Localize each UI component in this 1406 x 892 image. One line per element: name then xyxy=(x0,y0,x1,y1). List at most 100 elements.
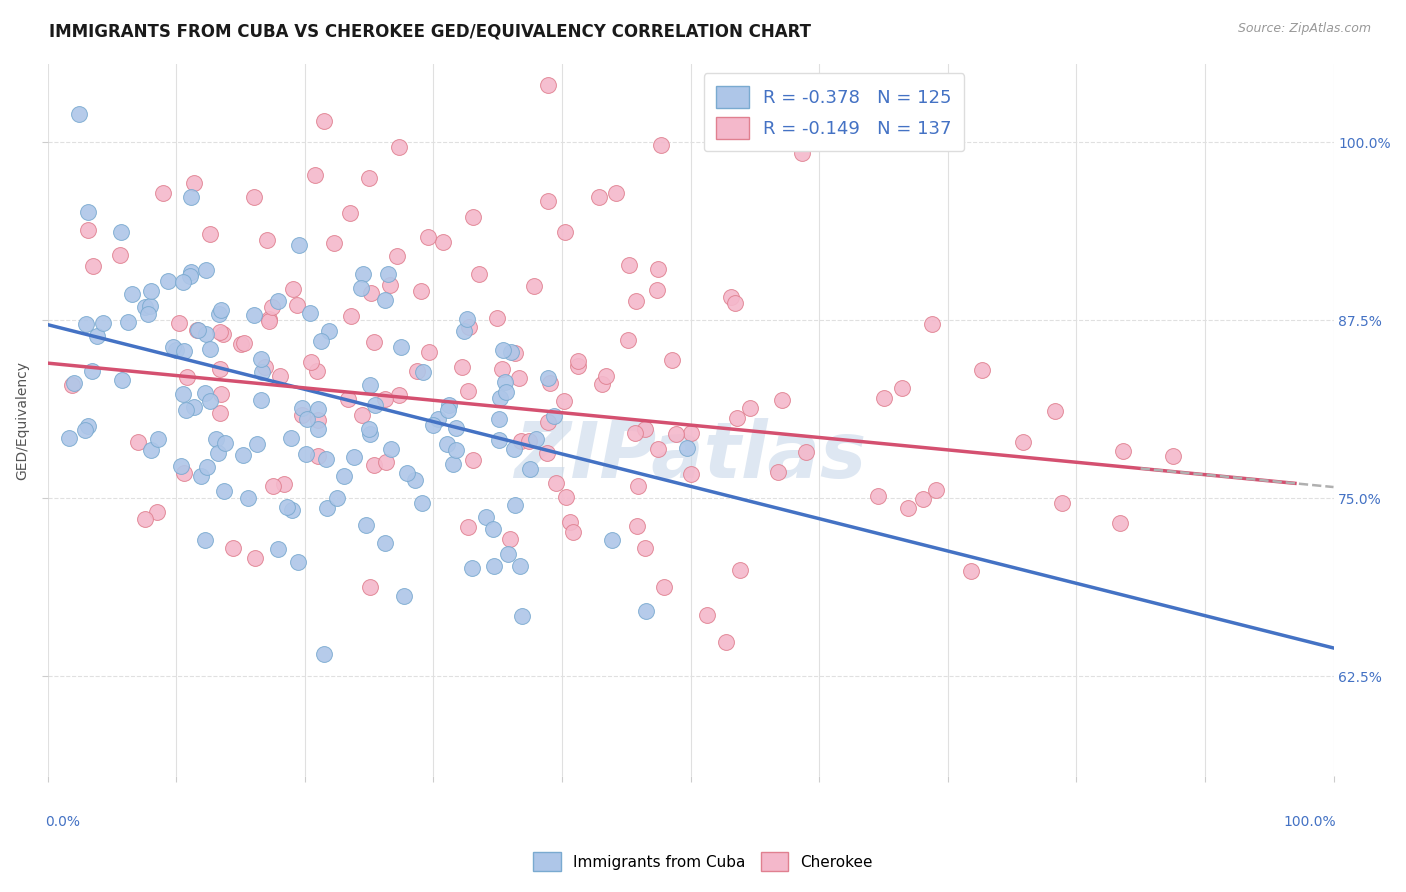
Point xyxy=(558,515,581,529)
Point xyxy=(352,408,374,422)
Point xyxy=(1043,403,1066,417)
Legend: Immigrants from Cuba, Cherokee: Immigrants from Cuba, Cherokee xyxy=(527,847,879,877)
Point xyxy=(728,564,751,578)
Point xyxy=(378,278,401,293)
Point xyxy=(738,401,761,415)
Point xyxy=(409,285,432,299)
Point xyxy=(665,426,688,441)
Point xyxy=(959,565,981,579)
Point xyxy=(554,225,576,239)
Point xyxy=(111,373,134,387)
Point xyxy=(363,335,385,350)
Point xyxy=(194,326,217,341)
Point xyxy=(624,425,647,440)
Point xyxy=(209,361,232,376)
Point xyxy=(156,274,179,288)
Point xyxy=(208,307,231,321)
Point xyxy=(194,533,217,547)
Point xyxy=(304,168,326,182)
Point xyxy=(626,479,648,493)
Point xyxy=(911,492,934,507)
Point xyxy=(359,378,381,392)
Point xyxy=(679,425,702,440)
Point xyxy=(600,533,623,547)
Point xyxy=(489,392,512,406)
Point xyxy=(200,342,222,356)
Point xyxy=(553,394,575,409)
Point xyxy=(451,359,474,374)
Point xyxy=(537,370,560,384)
Point xyxy=(170,458,193,473)
Point xyxy=(457,520,479,534)
Point xyxy=(453,324,475,338)
Point xyxy=(544,475,567,490)
Point xyxy=(173,466,195,480)
Point xyxy=(794,445,817,459)
Point xyxy=(236,491,259,506)
Point xyxy=(312,648,335,662)
Point xyxy=(461,561,484,575)
Point xyxy=(167,316,190,330)
Point xyxy=(1108,516,1130,531)
Point xyxy=(246,437,269,451)
Point xyxy=(75,317,97,331)
Point xyxy=(273,477,295,491)
Point xyxy=(374,293,396,308)
Point xyxy=(194,385,217,400)
Point xyxy=(588,190,610,204)
Point xyxy=(538,376,561,390)
Point xyxy=(280,432,302,446)
Point xyxy=(212,326,235,341)
Point xyxy=(363,399,385,413)
Point xyxy=(624,293,647,308)
Point xyxy=(647,261,669,276)
Point xyxy=(82,259,104,273)
Point xyxy=(174,403,197,417)
Point xyxy=(249,392,271,407)
Point xyxy=(359,580,381,594)
Point xyxy=(457,384,479,398)
Point xyxy=(76,419,98,434)
Point xyxy=(127,435,149,450)
Point xyxy=(315,452,337,467)
Point xyxy=(591,377,613,392)
Point xyxy=(187,322,209,336)
Point xyxy=(134,300,156,314)
Point xyxy=(617,258,640,272)
Point xyxy=(173,344,195,359)
Point xyxy=(561,525,583,540)
Point xyxy=(437,402,460,417)
Point xyxy=(281,502,304,516)
Point xyxy=(146,433,169,447)
Point xyxy=(498,547,520,561)
Point xyxy=(468,267,491,281)
Point xyxy=(1011,435,1033,450)
Point xyxy=(257,312,280,326)
Point xyxy=(359,422,381,436)
Point xyxy=(305,363,328,377)
Point xyxy=(63,376,86,390)
Point xyxy=(509,558,531,573)
Point xyxy=(326,491,349,506)
Point xyxy=(897,501,920,516)
Point xyxy=(263,479,285,493)
Point xyxy=(307,402,329,417)
Point xyxy=(714,635,737,649)
Point xyxy=(134,512,156,526)
Point xyxy=(165,343,187,358)
Point xyxy=(332,469,354,483)
Point xyxy=(411,496,433,510)
Text: 100.0%: 100.0% xyxy=(1284,815,1336,830)
Point xyxy=(243,550,266,565)
Point xyxy=(307,449,329,463)
Point xyxy=(501,345,523,359)
Point xyxy=(299,354,322,368)
Point xyxy=(250,365,273,379)
Point xyxy=(110,225,132,239)
Point xyxy=(647,442,669,457)
Point xyxy=(505,346,527,360)
Point xyxy=(654,580,676,594)
Point xyxy=(432,235,454,250)
Point xyxy=(77,223,100,237)
Point xyxy=(307,412,329,426)
